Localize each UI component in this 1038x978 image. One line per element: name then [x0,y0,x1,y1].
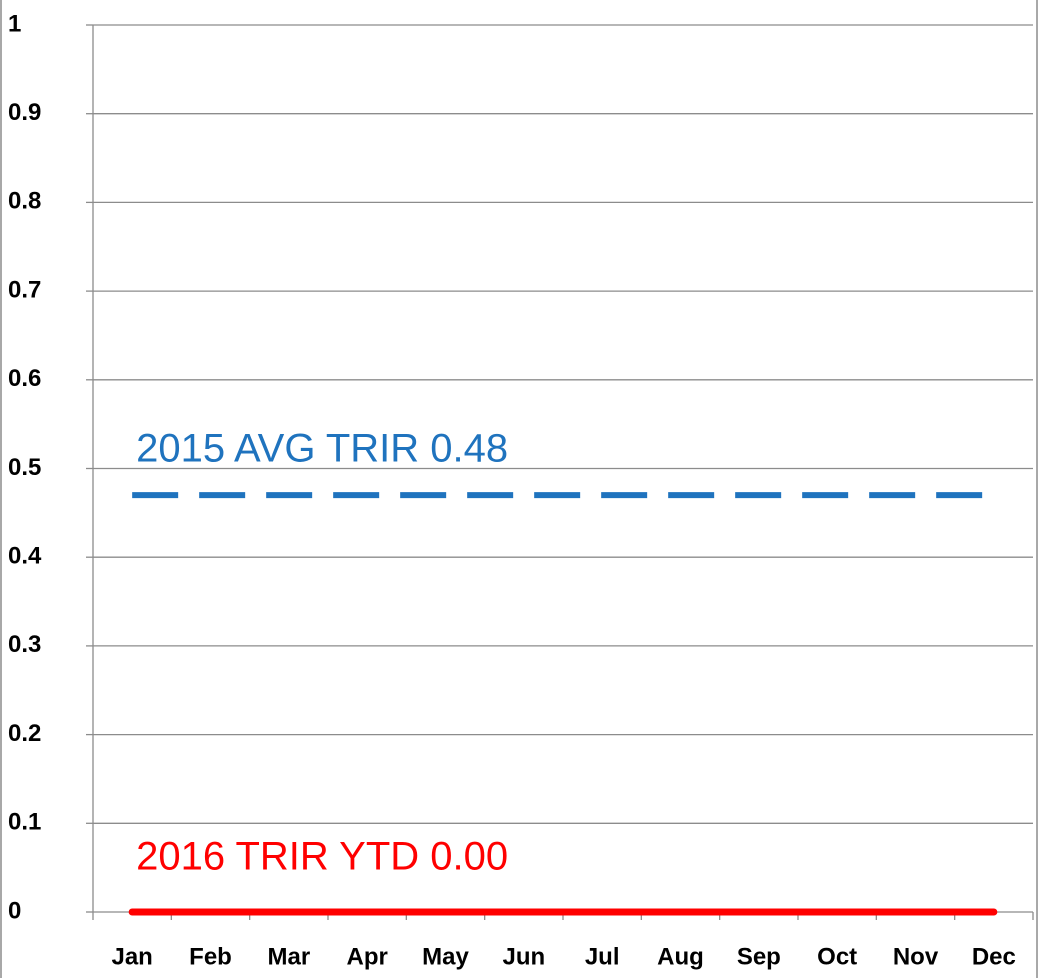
annotation: 2015 AVG TRIR 0.48 [136,426,508,470]
y-tick-label: 0.7 [8,276,41,303]
x-tick-label: Jun [502,943,545,970]
x-tick-label: Jul [585,943,620,970]
x-tick-label: Jan [111,943,152,970]
y-tick-label: 0 [8,897,21,924]
x-tick-label: Feb [189,943,232,970]
x-tick-label: Mar [267,943,310,970]
annotation: 2016 TRIR YTD 0.00 [136,834,508,878]
y-tick-label: 0.5 [8,454,41,481]
y-tick-label: 1 [8,10,21,37]
y-tick-label: 0.3 [8,631,41,658]
x-tick-label: Apr [346,943,387,970]
x-tick-label: May [422,943,469,970]
x-tick-label: Oct [817,943,857,970]
x-tick-label: Sep [737,943,781,970]
y-tick-label: 0.8 [8,188,41,215]
x-tick-label: Nov [893,943,939,970]
y-tick-label: 0.6 [8,365,41,392]
x-tick-label: Aug [657,943,704,970]
y-tick-label: 0.9 [8,99,41,126]
y-tick-label: 0.1 [8,809,41,836]
y-tick-label: 0.2 [8,720,41,747]
x-tick-label: Dec [972,943,1016,970]
y-tick-label: 0.4 [8,543,42,570]
